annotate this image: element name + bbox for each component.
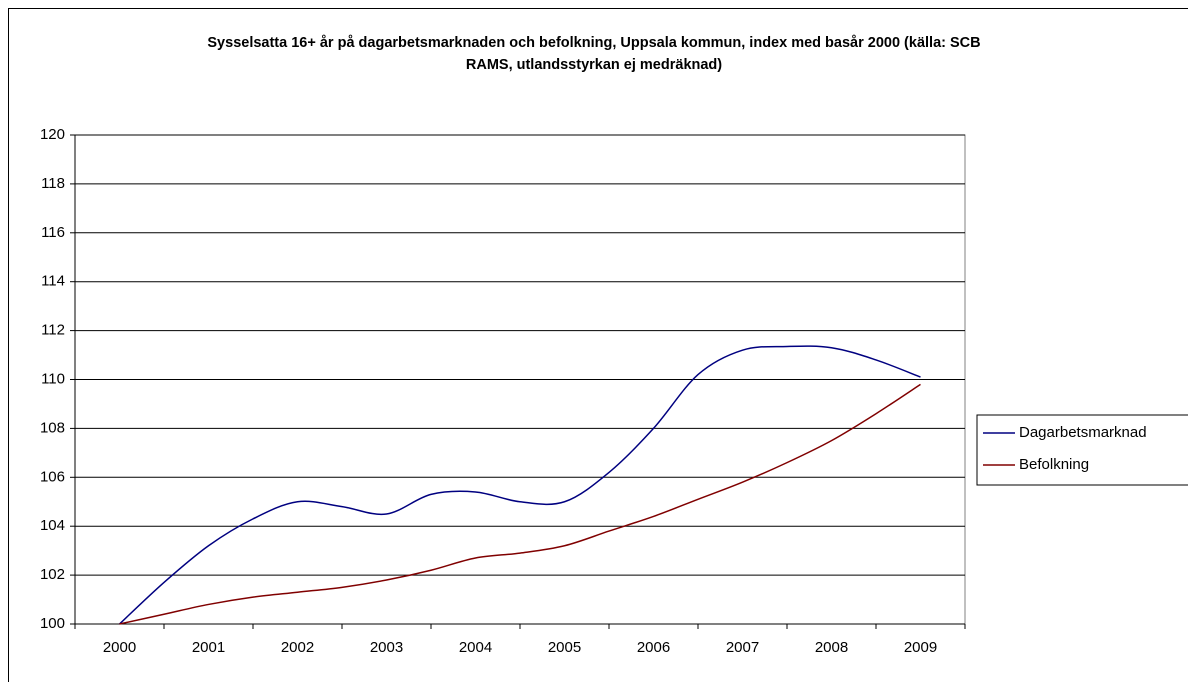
y-tick-label: 100 [40, 615, 65, 632]
x-tick-label: 2002 [281, 639, 314, 656]
legend-label: Dagarbetsmarknad [1019, 424, 1147, 441]
y-tick-label: 112 [41, 322, 65, 339]
x-tick-label: 2004 [459, 639, 492, 656]
chart-title: Sysselsatta 16+ år på dagarbetsmarknaden… [207, 35, 981, 73]
x-tick-label: 2003 [370, 639, 403, 656]
y-tick-label: 118 [41, 175, 65, 192]
y-tick-label: 106 [40, 468, 65, 485]
x-tick-label: 2009 [904, 639, 937, 656]
y-tick-label: 120 [40, 126, 65, 143]
x-tick-label: 2005 [548, 639, 581, 656]
legend-box [976, 414, 1188, 486]
series-line [119, 383, 921, 625]
series-line [118, 345, 921, 625]
legend-label: Befolkning [1019, 456, 1089, 473]
x-tick-label: 2006 [637, 639, 670, 656]
x-tick-label: 2007 [726, 639, 759, 656]
y-tick-label: 104 [40, 517, 65, 534]
y-tick-label: 102 [40, 566, 65, 583]
x-tick-label: 2001 [192, 639, 225, 656]
chart-border [8, 8, 1188, 682]
y-tick-label: 110 [41, 370, 65, 387]
y-tick-label: 108 [40, 419, 65, 436]
y-tick-label: 114 [41, 273, 65, 290]
x-tick-label: 2008 [815, 639, 848, 656]
x-tick-label: 2000 [103, 639, 136, 656]
y-tick-label: 116 [41, 224, 65, 241]
